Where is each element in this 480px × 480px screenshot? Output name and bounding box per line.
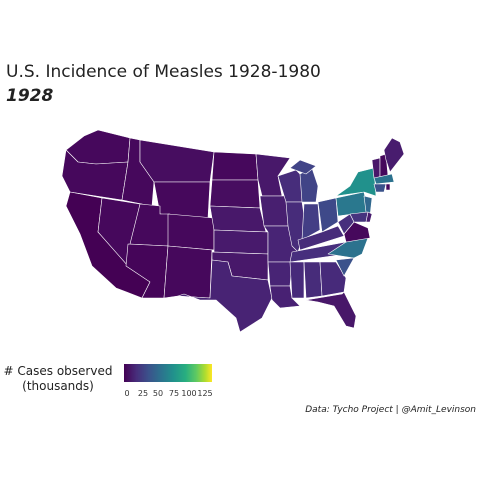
state-florida xyxy=(305,291,357,329)
state-michigan-lower xyxy=(299,167,319,203)
state-connecticut xyxy=(373,183,387,193)
state-indiana xyxy=(301,203,321,241)
legend-tick-label: 100 xyxy=(181,389,197,398)
state-nebraska xyxy=(209,205,267,233)
legend-tick xyxy=(158,384,159,387)
state-alabama xyxy=(303,261,323,299)
state-montana xyxy=(139,139,215,183)
state-rhode-island xyxy=(385,183,391,191)
legend-tick xyxy=(143,384,144,387)
legend-tick-label: 75 xyxy=(168,389,180,398)
chart-title: U.S. Incidence of Measles 1928-1980 xyxy=(6,62,321,82)
state-mississippi xyxy=(289,261,305,299)
state-south-carolina xyxy=(335,257,355,277)
legend-tick-label: 0 xyxy=(124,389,130,398)
state-washington xyxy=(65,129,131,165)
year-subtitle: 1928 xyxy=(6,86,54,106)
state-kentucky xyxy=(297,225,345,251)
state-georgia xyxy=(319,261,347,297)
legend-colorbar xyxy=(124,364,212,382)
state-michigan-upper xyxy=(289,159,317,175)
legend-tick-label: 50 xyxy=(152,389,164,398)
state-texas xyxy=(177,259,273,333)
state-wyoming xyxy=(153,181,211,219)
legend-tick-label: 25 xyxy=(137,389,149,398)
state-kansas xyxy=(213,229,269,255)
legend-tick xyxy=(189,384,190,387)
state-north-carolina xyxy=(327,237,369,259)
state-louisiana xyxy=(269,285,301,309)
legend-title-line1: # Cases observed xyxy=(3,364,113,378)
state-new-mexico xyxy=(163,245,213,299)
legend-tick xyxy=(127,384,128,387)
state-arkansas xyxy=(267,261,293,287)
state-north-dakota xyxy=(211,151,259,181)
state-colorado xyxy=(167,213,215,251)
data-source-caption: Data: Tycho Project | @Amit_Levinson xyxy=(305,405,476,415)
state-massachusetts xyxy=(373,173,395,185)
legend-tick xyxy=(174,384,175,387)
legend-title: # Cases observed (thousands) xyxy=(0,364,116,394)
state-new-york xyxy=(335,167,377,197)
state-south-dakota xyxy=(209,179,261,209)
legend-tick xyxy=(205,384,206,387)
legend-title-line2: (thousands) xyxy=(22,379,94,393)
legend-tick-label: 125 xyxy=(197,389,213,398)
state-maine xyxy=(383,137,405,173)
state-delaware xyxy=(365,211,373,223)
